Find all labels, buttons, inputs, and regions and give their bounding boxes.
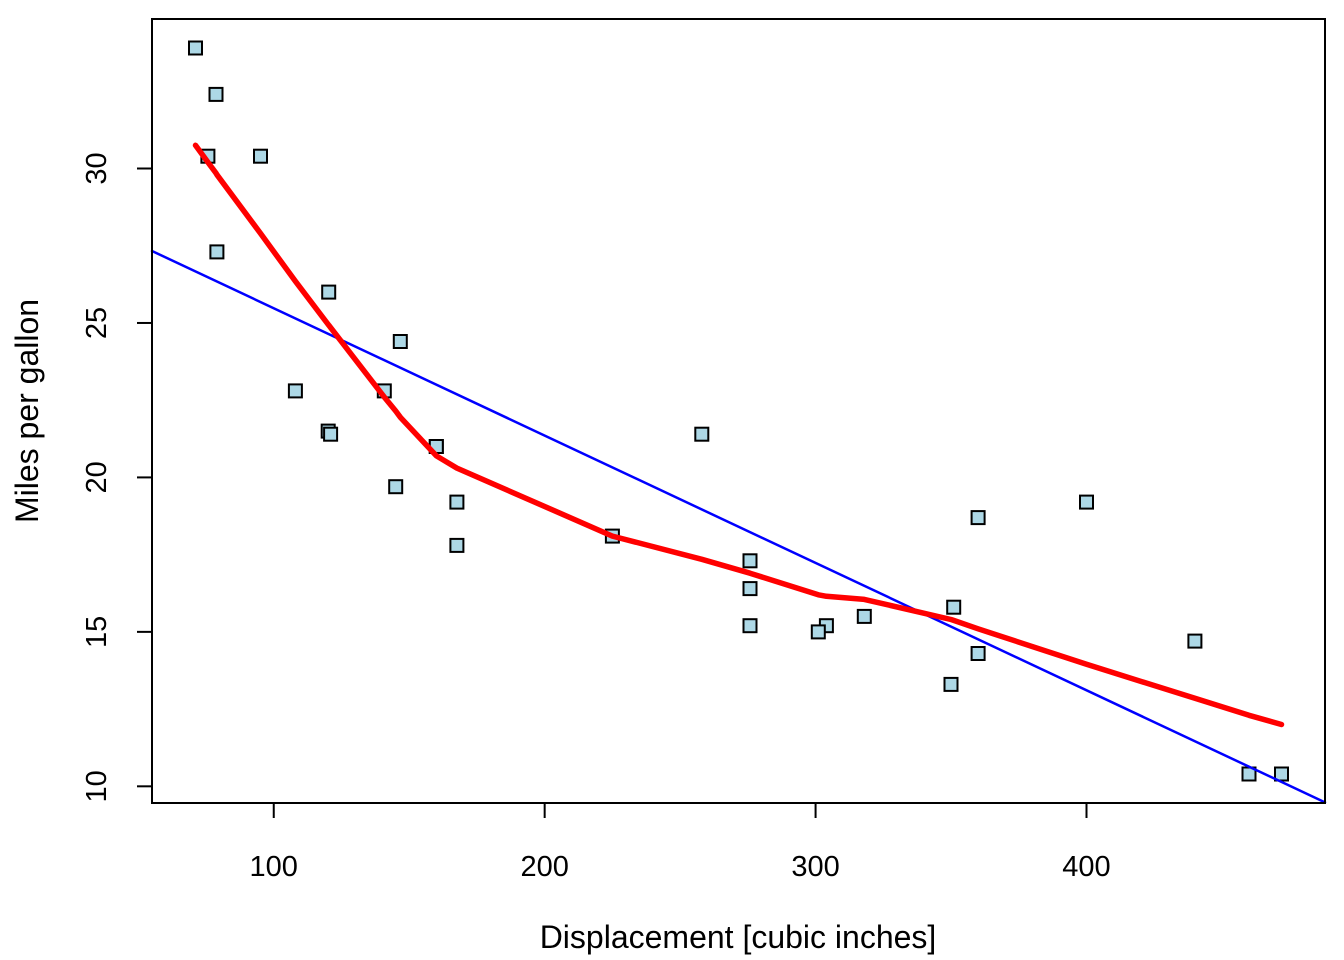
data-point-marker — [970, 646, 986, 661]
data-point-marker — [253, 148, 268, 164]
data-point-marker — [287, 383, 303, 399]
x-tick-label: 300 — [791, 851, 839, 883]
linear-fit-line — [150, 249, 1327, 804]
data-point-marker — [188, 40, 203, 56]
data-point-marker — [209, 244, 225, 260]
y-tick-label: 10 — [81, 770, 113, 802]
data-point-marker — [810, 624, 826, 640]
data-point-marker — [1187, 633, 1203, 649]
axes-layer: 100 200 300 400 10 15 20 25 30 — [81, 18, 1326, 883]
data-point-marker — [694, 426, 710, 442]
data-point-marker — [208, 86, 224, 102]
y-tick-label: 30 — [81, 152, 113, 184]
y-tick-label: 20 — [81, 461, 113, 493]
data-point-marker — [742, 581, 758, 597]
lowess-smooth-line — [192, 142, 1285, 728]
data-point-marker — [946, 599, 962, 615]
data-point-marker — [742, 618, 758, 634]
scatter-points-layer — [188, 40, 1289, 782]
plot-border — [151, 18, 1326, 804]
data-point-marker — [856, 608, 872, 624]
data-point-marker — [943, 676, 959, 692]
data-point-marker — [321, 284, 337, 300]
x-tick-label: 200 — [520, 851, 568, 883]
data-point-marker — [970, 510, 986, 526]
fit-lines-layer — [150, 142, 1327, 804]
data-point-marker — [1079, 494, 1094, 510]
data-point-marker — [449, 494, 465, 510]
y-tick-label: 15 — [81, 616, 113, 648]
y-tick-label: 25 — [81, 307, 113, 339]
data-point-marker — [449, 537, 465, 553]
y-axis-title: Miles per gallon — [9, 299, 45, 523]
x-tick-label: 400 — [1062, 851, 1110, 883]
data-point-marker — [323, 426, 339, 442]
data-point-marker — [392, 334, 408, 349]
x-tick-label: 100 — [250, 851, 298, 883]
data-point-marker — [388, 479, 404, 495]
data-point-marker — [742, 553, 758, 569]
x-axis-title: Displacement [cubic inches] — [540, 919, 937, 955]
data-point-marker — [1274, 766, 1289, 782]
